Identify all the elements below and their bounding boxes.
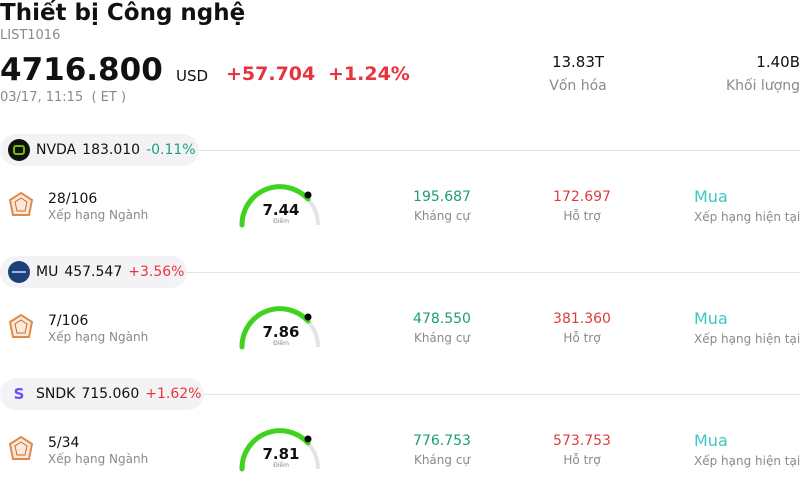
stat-value: 1.40B: [756, 53, 800, 71]
stock-pill[interactable]: NVDA 183.010 -0.11%: [0, 134, 199, 166]
stock-price: 183.010: [82, 142, 141, 158]
score-gauge: [239, 184, 320, 228]
rank-label: Xếp hạng Ngành: [48, 452, 149, 466]
ticker: NVDA: [36, 142, 77, 158]
support-label: Hỗ trợ: [563, 453, 601, 467]
change-pct: +1.24%: [328, 63, 410, 85]
rank-icon: [8, 191, 34, 216]
score: 7.81: [262, 445, 300, 463]
rank-icon: [8, 313, 34, 338]
rank: 5/34: [48, 435, 80, 451]
rank-label: Xếp hạng Ngành: [48, 330, 149, 344]
logo: [8, 261, 30, 283]
stat-label: Vốn hóa: [549, 78, 607, 94]
score: 7.44: [262, 201, 300, 219]
stock-change: -0.11%: [146, 142, 196, 158]
rating-label: Xếp hạng hiện tại: [694, 332, 800, 346]
resistance-label: Kháng cự: [413, 453, 471, 467]
score: 7.86: [262, 323, 300, 341]
score-gauge: [239, 306, 320, 350]
rank-icon: [8, 435, 34, 460]
stock-pill[interactable]: MU 457.547 +3.56%: [0, 256, 188, 288]
resistance: 478.550: [413, 311, 471, 327]
rating-label: Xếp hạng hiện tại: [694, 210, 800, 224]
title: Thiết bị Công nghệ: [0, 0, 246, 26]
support: 573.753: [553, 433, 611, 449]
resistance-label: Kháng cự: [413, 209, 471, 223]
rating-label: Xếp hạng hiện tại: [694, 454, 800, 468]
support: 172.697: [553, 189, 611, 205]
resistance: 195.687: [413, 189, 471, 205]
rank: 28/106: [48, 191, 98, 207]
stock-price: 715.060: [81, 386, 140, 402]
resistance: 776.753: [413, 433, 471, 449]
rating[interactable]: Mua: [694, 187, 728, 206]
divider: [204, 394, 800, 395]
support: 381.360: [553, 311, 611, 327]
support-label: Hỗ trợ: [563, 209, 601, 223]
divider: [198, 150, 800, 151]
code: LIST1016: [0, 28, 61, 43]
score-label: Điểm: [273, 462, 289, 469]
stock-pill[interactable]: S SNDK 715.060 +1.62%: [0, 378, 205, 410]
divider: [187, 272, 800, 273]
ticker: SNDK: [36, 386, 76, 402]
stock-change: +1.62%: [145, 386, 202, 402]
rank: 7/106: [48, 313, 89, 329]
currency: USD: [176, 67, 209, 85]
price: 4716.800: [0, 52, 163, 88]
time: 03/17, 11:15 ( ET ): [0, 90, 127, 105]
rank-label: Xếp hạng Ngành: [48, 208, 149, 222]
ticker: MU: [36, 264, 59, 280]
stock-change: +3.56%: [128, 264, 185, 280]
resistance-label: Kháng cự: [413, 331, 471, 345]
rating[interactable]: Mua: [694, 309, 728, 328]
logo: S: [13, 385, 25, 403]
support-label: Hỗ trợ: [563, 331, 601, 345]
rating[interactable]: Mua: [694, 431, 728, 450]
stat-label: Khối lượng: [725, 78, 800, 94]
stat-value: 13.83T: [551, 53, 605, 71]
score-label: Điểm: [273, 340, 289, 347]
stock-price: 457.547: [64, 264, 123, 280]
score-gauge: [239, 428, 320, 472]
logo: [8, 139, 30, 161]
change: +57.704: [226, 63, 316, 85]
score-label: Điểm: [273, 218, 289, 225]
